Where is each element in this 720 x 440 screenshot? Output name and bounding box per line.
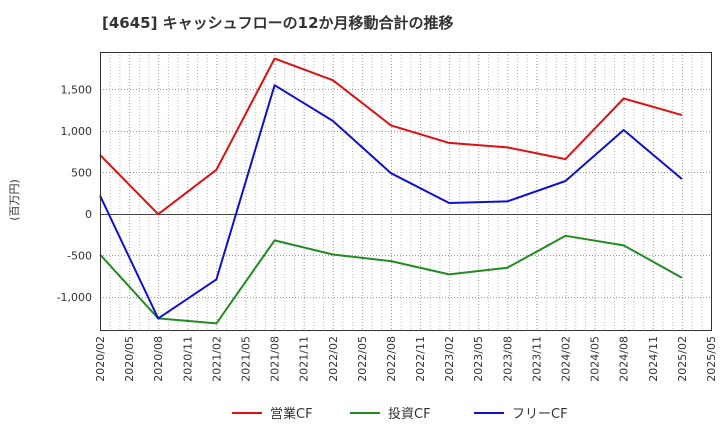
x-tick-label: 2020/05	[123, 336, 136, 382]
x-tick-label: 2022/08	[385, 336, 398, 382]
x-tick-label: 2025/05	[705, 336, 718, 382]
y-axis-label: (百万円)	[8, 179, 21, 221]
legend-label: 営業CF	[270, 406, 313, 422]
x-tick-label: 2021/02	[210, 336, 223, 382]
x-tick-label: 2021/08	[269, 336, 282, 382]
series-line-投資CF	[99, 234, 683, 325]
x-tick-label: 2022/11	[414, 336, 427, 382]
series-layer	[99, 57, 683, 325]
y-tick-label: -500	[67, 249, 92, 262]
series-line-フリーCF	[99, 84, 683, 320]
x-tick-label: 2020/08	[152, 336, 165, 382]
x-tick-label: 2022/02	[327, 336, 340, 382]
x-tick-label: 2021/05	[239, 336, 252, 382]
x-tick-label: 2024/11	[647, 336, 660, 382]
y-tick-label: 1,500	[61, 83, 93, 96]
x-tick-label: 2024/08	[618, 336, 631, 382]
y-tick-label: 500	[71, 166, 92, 179]
x-tick-label: 2023/05	[472, 336, 485, 382]
x-tick-label: 2020/11	[181, 336, 194, 382]
y-tick-labels: -1,000 -500 0 500 1,000 1,500	[57, 83, 92, 303]
x-tick-label: 2025/02	[676, 336, 689, 382]
legend: 営業CF 投資CF フリーCF	[232, 406, 568, 422]
legend-label: 投資CF	[388, 406, 431, 422]
y-tick-label: -1,000	[57, 291, 92, 304]
y-tick-label: 0	[85, 208, 92, 221]
plot-frame	[100, 52, 712, 331]
x-tick-label: 2024/02	[560, 336, 573, 382]
series-line-営業CF	[99, 57, 683, 216]
x-tick-label: 2020/02	[94, 336, 107, 382]
x-tick-label: 2023/02	[443, 336, 456, 382]
legend-label: フリーCF	[512, 407, 568, 422]
x-tick-label: 2022/05	[356, 336, 369, 382]
grid-layer	[100, 52, 712, 330]
x-tick-label: 2023/08	[501, 336, 514, 382]
x-tick-label: 2024/05	[589, 336, 602, 382]
x-tick-labels: 2020/02 2020/05 2020/08 2020/11 2021/02 2021/…	[94, 336, 718, 382]
x-tick-label: 2021/11	[298, 336, 311, 382]
chart-title: [4645] キャッシュフローの12か月移動合計の推移	[102, 14, 454, 32]
x-tick-label: 2023/11	[530, 336, 543, 382]
y-tick-label: 1,000	[61, 125, 93, 138]
